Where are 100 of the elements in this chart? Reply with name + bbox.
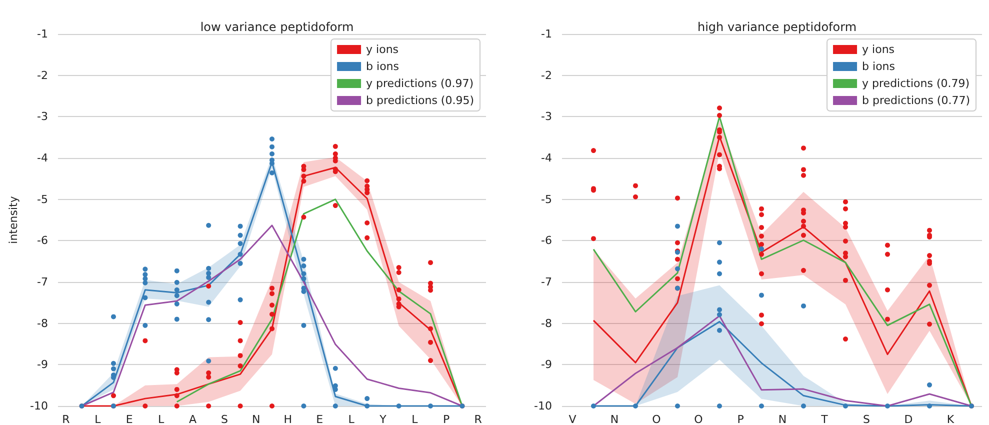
point [332, 366, 338, 371]
point [759, 252, 764, 257]
point [591, 236, 596, 242]
point [142, 404, 148, 408]
point [301, 167, 306, 172]
point [270, 312, 274, 317]
point [270, 404, 274, 408]
x-tick-label: P [443, 413, 450, 425]
point [238, 338, 243, 344]
point [801, 146, 806, 151]
y-tick-label: -5 [541, 192, 552, 206]
point [270, 144, 274, 150]
legend-label: y ions [862, 43, 895, 56]
point [301, 289, 306, 294]
point [301, 271, 306, 276]
y-tick-label: -7 [37, 276, 48, 288]
point [238, 353, 243, 358]
x-tick-label: L [348, 413, 356, 425]
point [633, 194, 638, 200]
x-tick-label: V [568, 413, 577, 425]
legend-label: y predictions (0.79) [862, 77, 970, 90]
x-tick-label: E [126, 413, 133, 425]
y-tick-label: -9 [37, 358, 48, 372]
point [759, 206, 764, 212]
point [428, 326, 434, 332]
point [142, 295, 148, 300]
point [801, 268, 806, 273]
point [174, 301, 180, 306]
point [428, 358, 434, 364]
point [717, 404, 722, 408]
point [801, 172, 806, 178]
point [238, 224, 243, 229]
point [174, 293, 180, 298]
point [675, 224, 680, 229]
y-tick-label: -7 [541, 276, 552, 288]
point [428, 260, 434, 266]
point [238, 252, 243, 257]
x-tick-label: S [220, 413, 228, 425]
point [801, 167, 806, 172]
point [270, 151, 274, 156]
point [717, 152, 722, 158]
point [927, 253, 932, 258]
point [110, 314, 116, 320]
x-tick-label: K [946, 413, 955, 425]
x-tick-label: A [188, 413, 197, 425]
point [428, 340, 434, 345]
x-tick-label: T [820, 413, 828, 425]
point [759, 224, 764, 230]
point [174, 268, 180, 274]
point [717, 271, 722, 276]
point [759, 246, 764, 252]
point [301, 256, 306, 262]
point [843, 199, 848, 204]
point [717, 307, 722, 312]
legend-label: b ions [862, 60, 896, 73]
point [364, 220, 370, 226]
x-tick-label: D [904, 413, 913, 425]
point [142, 266, 148, 272]
y-tick-label: -3 [37, 110, 48, 124]
point [759, 212, 764, 218]
y-tick-label: -3 [541, 110, 552, 124]
point [717, 260, 722, 265]
point [301, 263, 306, 268]
point [206, 266, 212, 271]
point [270, 170, 274, 176]
legend-label: b predictions (0.95) [366, 94, 474, 107]
y-tick-label: -4 [37, 152, 48, 164]
point [885, 316, 890, 322]
point [364, 396, 370, 402]
y-tick-label: -1 [541, 28, 552, 40]
point [927, 322, 932, 327]
point [142, 280, 148, 286]
point [843, 206, 848, 212]
y-tick-label: -9 [541, 358, 552, 372]
point [206, 317, 212, 322]
y-axis-title: intensity [7, 196, 20, 244]
y-tick-label: -4 [541, 152, 552, 164]
point [759, 234, 764, 239]
point [174, 393, 180, 398]
point [238, 404, 243, 408]
point [270, 326, 274, 332]
y-tick-label: -2 [541, 68, 552, 82]
point [270, 286, 274, 291]
point [428, 404, 434, 408]
point [364, 235, 370, 240]
point [801, 224, 806, 229]
point [396, 270, 402, 275]
chart-title: high variance peptidoform [697, 20, 857, 34]
point [633, 404, 638, 408]
point [174, 404, 180, 408]
point [801, 303, 806, 308]
point [717, 134, 722, 140]
x-tick-label: H [284, 413, 292, 425]
point [301, 214, 306, 220]
x-tick-label: S [863, 413, 870, 425]
point [301, 404, 306, 408]
x-tick-label: R [474, 413, 482, 425]
point [110, 360, 116, 366]
point [174, 287, 180, 292]
point [843, 254, 848, 260]
